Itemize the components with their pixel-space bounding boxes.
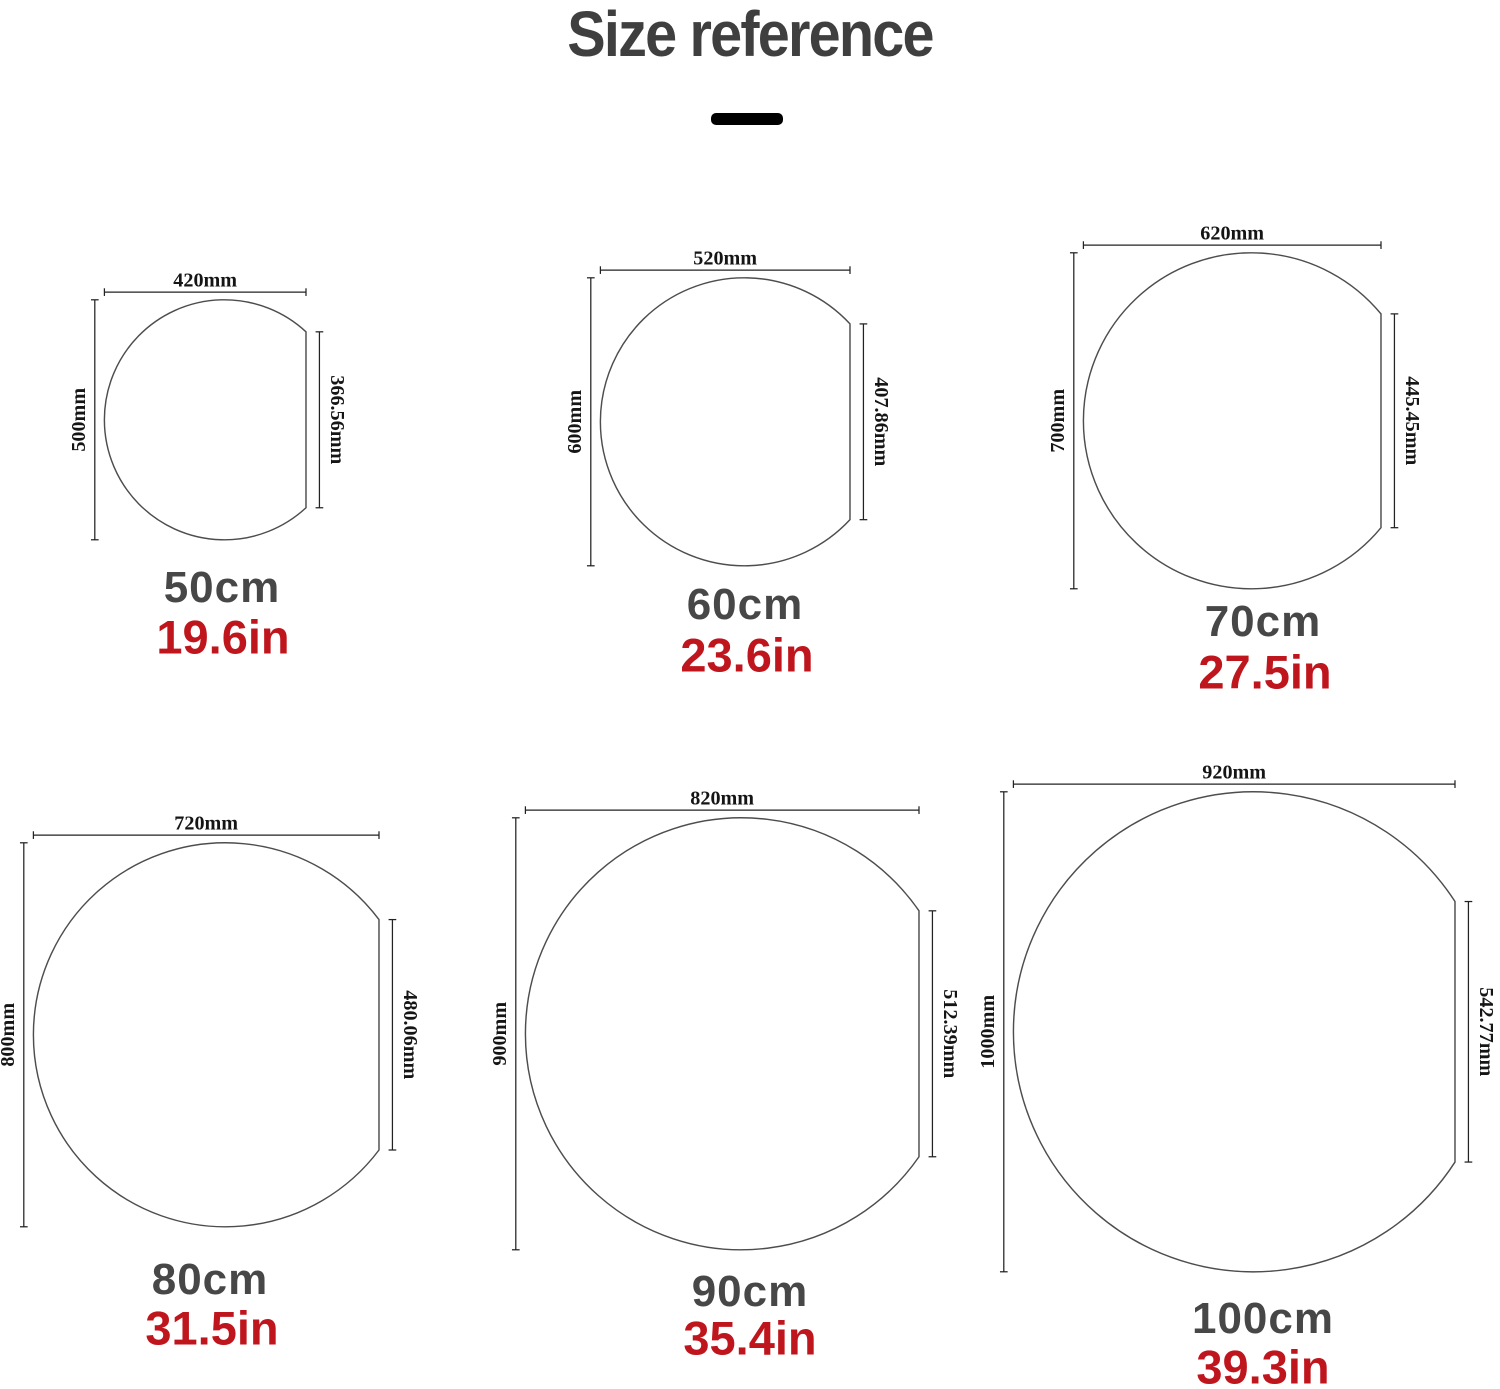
height-dim-label: 1000mm — [977, 995, 999, 1069]
size-label-cm: 60cm — [686, 579, 804, 629]
flat-dim-label: 366.56mm — [326, 376, 348, 465]
flat-dim-label: 480.06mm — [399, 991, 421, 1080]
size-label-cm: 100cm — [1191, 1293, 1334, 1343]
size-shape-100cm-drawing: 920mm 1000mm 542.77mm — [977, 762, 1497, 1273]
size-label-inches: 39.3in — [1196, 1340, 1330, 1389]
width-dim-label: 820mm — [690, 788, 754, 810]
size-shape-90cm-drawing: 820mm 900mm 512.39mm — [489, 788, 961, 1251]
height-dim-label: 800mm — [0, 1003, 19, 1067]
size-label-cm: 50cm — [163, 562, 281, 612]
shape-outline — [1012, 791, 1456, 1273]
size-group-100cm: 920mm 1000mm 542.77mm 100cm 39.3in — [975, 762, 1497, 1389]
size-label-inches: 31.5in — [145, 1301, 279, 1355]
flat-dim-label: 542.77mm — [1475, 988, 1497, 1077]
size-label-inches: 35.4in — [683, 1311, 817, 1365]
width-dim-label: 520mm — [693, 248, 757, 270]
width-dim-label: 720mm — [174, 813, 238, 835]
shape-outline — [1082, 252, 1382, 590]
size-label-inches: 19.6in — [156, 610, 290, 664]
flat-dim-label: 407.86mm — [870, 378, 892, 467]
size-group-80cm: 720mm 800mm 480.06mm 80cm 31.5in — [0, 813, 421, 1352]
size-shape-70cm-drawing: 620mm 700mm 445.45mm — [1047, 223, 1423, 590]
shape-outline — [32, 842, 380, 1228]
flat-dim-label: 445.45mm — [1401, 377, 1423, 466]
size-label-cm: 90cm — [691, 1266, 809, 1316]
height-dim-label: 600mm — [564, 390, 586, 454]
flat-dim-label: 512.39mm — [939, 990, 961, 1079]
height-dim-label: 500mm — [68, 388, 90, 452]
shape-outline — [524, 817, 920, 1251]
shape-outline — [599, 277, 851, 567]
size-shape-60cm-drawing: 520mm 600mm 407.86mm — [564, 248, 892, 567]
size-shape-50cm-drawing: 420mm 500mm 366.56mm — [68, 270, 348, 541]
size-group-90cm: 820mm 900mm 512.39mm 90cm 35.4in — [487, 788, 961, 1362]
width-dim-label: 420mm — [173, 270, 237, 292]
size-label-inches: 23.6in — [680, 628, 814, 682]
size-label-cm: 80cm — [151, 1254, 269, 1304]
height-dim-label: 700mm — [1047, 389, 1069, 453]
page-title: Size reference — [567, 0, 934, 70]
size-label-cm: 70cm — [1204, 596, 1322, 646]
height-dim-label: 900mm — [489, 1002, 511, 1066]
width-dim-label: 620mm — [1200, 223, 1264, 245]
size-group-50cm: 420mm 500mm 366.56mm 50cm 19.6in — [66, 270, 348, 661]
size-label-inches: 27.5in — [1198, 645, 1332, 699]
size-group-70cm: 620mm 700mm 445.45mm 70cm 27.5in — [1045, 223, 1423, 696]
size-group-60cm: 520mm 600mm 407.86mm 60cm 23.6in — [562, 248, 892, 679]
width-dim-label: 920mm — [1202, 762, 1266, 784]
shape-outline — [103, 299, 307, 541]
size-shape-80cm-drawing: 720mm 800mm 480.06mm — [0, 813, 421, 1228]
title-dash — [711, 113, 783, 125]
